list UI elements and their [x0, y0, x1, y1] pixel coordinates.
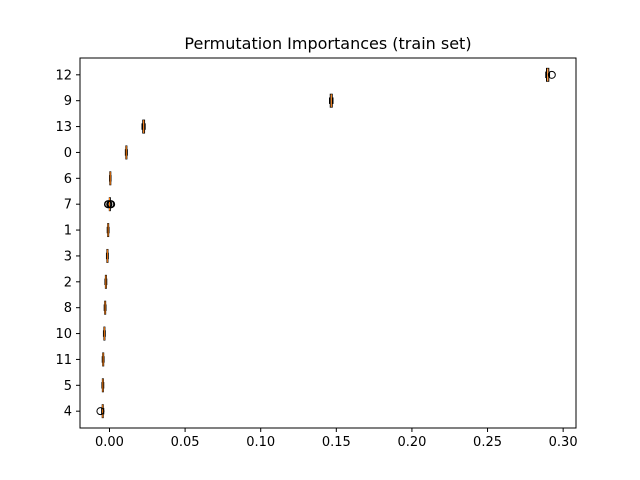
outlier-4-0 — [96, 407, 105, 416]
box-5 — [101, 378, 105, 393]
y-tick-label-4: 6 — [64, 172, 72, 187]
outlier-7-4 — [107, 200, 116, 209]
y-tick-label-6: 1 — [64, 224, 72, 239]
y-tick-label-3: 0 — [64, 146, 72, 161]
box-8 — [103, 300, 107, 315]
x-tick-label-6: 0.30 — [549, 435, 578, 450]
box-7 — [103, 197, 116, 212]
x-tick-label-5: 0.25 — [473, 435, 502, 450]
y-tick-label-13: 4 — [64, 405, 72, 420]
y-tick-label-12: 5 — [64, 379, 72, 394]
box-13 — [141, 119, 146, 134]
y-tick-label-7: 3 — [64, 249, 72, 264]
box-3 — [105, 248, 109, 263]
box-4 — [96, 404, 105, 419]
x-tick-label-0: 0.00 — [95, 435, 124, 450]
y-tick-label-8: 2 — [64, 275, 72, 290]
box-10 — [102, 326, 106, 341]
x-tick-label-4: 0.20 — [397, 435, 426, 450]
box-0 — [124, 145, 128, 160]
y-tick-label-11: 11 — [55, 353, 72, 368]
x-tick-label-3: 0.15 — [322, 435, 351, 450]
x-tick-label-1: 0.05 — [171, 435, 200, 450]
box-6 — [108, 171, 112, 186]
axes-frame — [79, 57, 577, 429]
y-tick-label-9: 8 — [64, 301, 72, 316]
box-series — [96, 67, 556, 419]
chart-title: Permutation Importances (train set) — [184, 34, 471, 53]
box-11 — [101, 352, 105, 367]
y-tick-label-2: 13 — [55, 120, 72, 135]
x-tick-label-2: 0.10 — [246, 435, 275, 450]
box-1 — [106, 223, 110, 238]
y-tick-label-5: 7 — [64, 198, 72, 213]
outlier-12-0 — [547, 70, 556, 79]
y-tick-label-0: 12 — [55, 68, 72, 83]
box-2 — [104, 274, 108, 289]
y-tick-label-10: 10 — [55, 327, 72, 342]
box-9 — [329, 93, 334, 108]
y-tick-label-1: 9 — [64, 94, 72, 109]
x-axis: 0.00 0.05 0.10 0.15 0.20 0.25 0.30 — [95, 428, 578, 450]
box-12 — [545, 67, 556, 82]
